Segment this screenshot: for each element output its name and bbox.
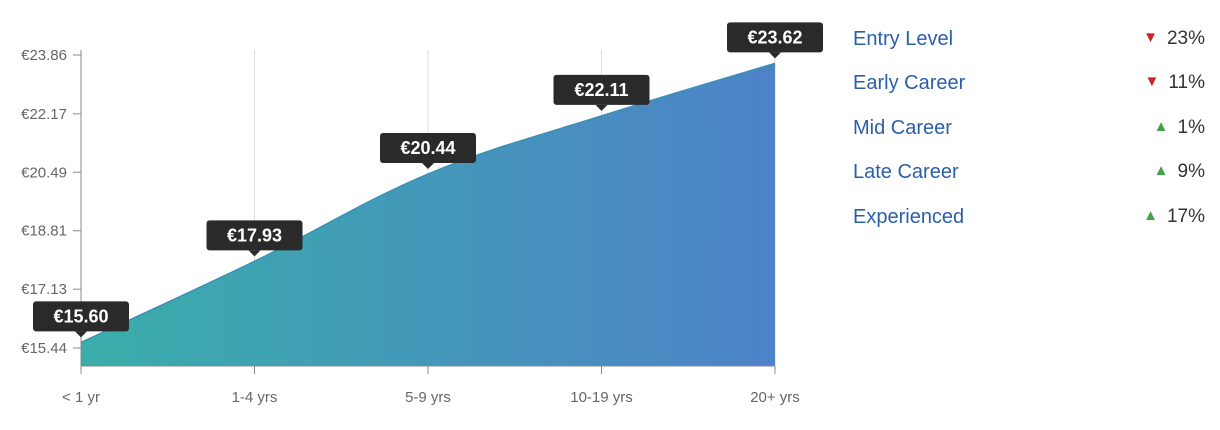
value-label-bubble: €20.44 bbox=[380, 133, 476, 170]
x-tick-label: 20+ yrs bbox=[750, 389, 800, 406]
legend-label[interactable]: Early Career bbox=[853, 72, 966, 95]
legend-item-late-career[interactable]: Late Career ▲ 9% bbox=[853, 155, 1205, 199]
x-tick-label: 1-4 yrs bbox=[232, 389, 278, 406]
legend-label[interactable]: Late Career bbox=[853, 161, 959, 184]
y-tick-label: €23.86 bbox=[21, 47, 67, 64]
legend-item-mid-career[interactable]: Mid Career ▲ 1% bbox=[853, 111, 1205, 155]
legend-change: ▲ 17% bbox=[1143, 206, 1205, 228]
area-fill bbox=[81, 63, 775, 367]
x-tick-label: < 1 yr bbox=[62, 389, 100, 406]
legend-item-early-career[interactable]: Early Career ▼ 11% bbox=[853, 66, 1205, 110]
value-label-bubble: €22.11 bbox=[553, 74, 650, 111]
y-tick-label: €17.13 bbox=[21, 281, 67, 298]
legend-change: ▲ 1% bbox=[1154, 117, 1205, 139]
legend-change: ▲ 9% bbox=[1154, 161, 1205, 183]
triangle-up-icon: ▲ bbox=[1153, 117, 1169, 135]
triangle-down-icon: ▼ bbox=[1144, 73, 1160, 91]
triangle-down-icon: ▼ bbox=[1143, 29, 1158, 46]
legend-change-value: 11% bbox=[1168, 72, 1205, 94]
triangle-up-icon: ▲ bbox=[1153, 162, 1169, 180]
value-label: €22.11 bbox=[574, 80, 628, 100]
x-tick-label: 5-9 yrs bbox=[405, 389, 451, 406]
legend-change-value: 9% bbox=[1177, 161, 1205, 183]
y-tick-label: €22.17 bbox=[21, 106, 67, 123]
value-label: €23.62 bbox=[747, 27, 802, 47]
y-tick-label: €15.44 bbox=[21, 340, 67, 357]
legend-label[interactable]: Entry Level bbox=[853, 28, 954, 50]
value-label-bubble: €17.93 bbox=[206, 220, 303, 257]
value-label: €17.93 bbox=[227, 225, 282, 245]
legend-label[interactable]: Mid Career bbox=[853, 116, 952, 139]
career-legend: Entry Level ▼ 23% Early Career ▼ 11% Mid C… bbox=[853, 22, 1205, 244]
legend-change: ▼ 11% bbox=[1145, 72, 1205, 94]
value-label-bubble: €15.60 bbox=[33, 301, 129, 338]
triangle-up-icon: ▲ bbox=[1143, 206, 1158, 224]
legend-label[interactable]: Experienced bbox=[853, 205, 965, 228]
value-label: €20.44 bbox=[400, 138, 455, 158]
legend-change: ▼ 23% bbox=[1143, 28, 1205, 50]
axes: €15.44 €17.13 €18.81 €20.49 €22.17 €23.86 < 1 … bbox=[21, 47, 800, 406]
legend-change-value: 17% bbox=[1166, 205, 1205, 227]
x-tick-label: 10-19 yrs bbox=[570, 389, 633, 406]
value-label: €15.60 bbox=[53, 306, 108, 326]
legend-change-value: 1% bbox=[1177, 116, 1205, 138]
y-tick-label: €20.49 bbox=[21, 164, 67, 181]
y-tick-label: €18.81 bbox=[21, 223, 67, 240]
legend-item-entry-level[interactable]: Entry Level ▼ 23% bbox=[853, 22, 1205, 66]
series-line bbox=[80, 62, 776, 344]
area-layer bbox=[80, 62, 776, 367]
value-label-bubble: €23.62 bbox=[727, 22, 823, 59]
pay-by-experience-chart: €15.44 €17.13 €18.81 €20.49 €22.17 €23.86 < 1 … bbox=[21, 22, 823, 406]
legend-change-value: 23% bbox=[1166, 28, 1205, 49]
value-labels: €15.60 €17.93 €20.44 €22.11 €23.62 bbox=[33, 22, 823, 338]
legend-item-experienced[interactable]: Experienced ▲ 17% bbox=[853, 200, 1205, 244]
